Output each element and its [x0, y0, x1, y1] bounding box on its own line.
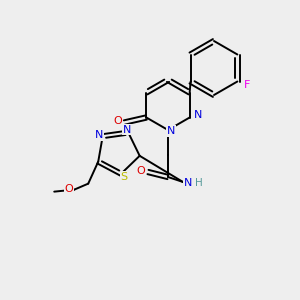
Text: O: O: [113, 116, 122, 127]
Text: N: N: [184, 178, 192, 188]
Text: S: S: [121, 172, 128, 182]
Text: N: N: [94, 130, 103, 140]
Text: O: O: [65, 184, 74, 194]
Text: N: N: [167, 126, 175, 136]
Text: N: N: [123, 124, 131, 135]
Text: N: N: [194, 110, 202, 121]
Text: H: H: [195, 178, 203, 188]
Text: O: O: [136, 166, 146, 176]
Text: F: F: [244, 80, 250, 89]
